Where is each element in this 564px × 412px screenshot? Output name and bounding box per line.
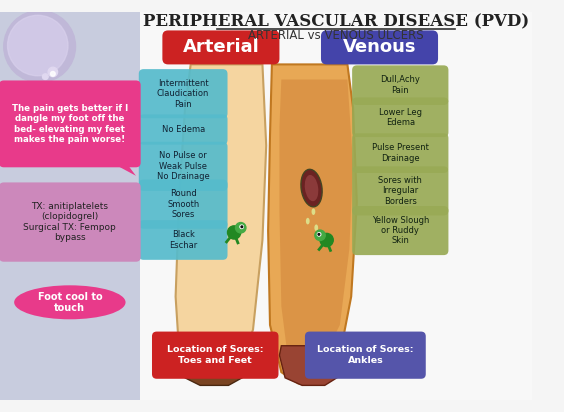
Circle shape [318,233,321,236]
FancyBboxPatch shape [140,12,532,400]
FancyBboxPatch shape [305,332,426,379]
Circle shape [7,15,68,76]
Circle shape [318,234,320,235]
Text: Arterial: Arterial [183,38,259,56]
Circle shape [240,225,244,229]
Text: Intermittent
Claudication
Pain: Intermittent Claudication Pain [157,79,209,109]
Text: Sores with
Irregular
Borders: Sores with Irregular Borders [378,176,422,206]
Text: No Pulse or
Weak Pulse
No Drainage: No Pulse or Weak Pulse No Drainage [157,152,209,181]
Polygon shape [175,64,266,384]
Circle shape [241,226,243,228]
Text: PERIPHERAL VASCULAR DISEASE (PVD): PERIPHERAL VASCULAR DISEASE (PVD) [143,14,529,30]
Text: Pulse Present
Drainage: Pulse Present Drainage [372,143,429,163]
Ellipse shape [301,169,322,207]
Text: Location of Sores:
Ankles: Location of Sores: Ankles [317,346,413,365]
Text: Foot cool to
touch: Foot cool to touch [38,292,102,313]
Text: No Edema: No Edema [161,125,205,134]
Polygon shape [112,161,136,176]
Polygon shape [279,80,353,372]
Polygon shape [279,346,347,385]
Circle shape [4,11,76,82]
FancyBboxPatch shape [352,133,448,173]
Text: ARTERIAL vs VENOUS ULCERS: ARTERIAL vs VENOUS ULCERS [248,29,424,42]
FancyBboxPatch shape [139,142,227,191]
Ellipse shape [314,225,318,231]
Circle shape [315,230,325,241]
Text: TX: anitiplatelets
(clopidogrel)
Surgical TX: Fempop
bypass: TX: anitiplatelets (clopidogrel) Surgica… [24,202,116,242]
FancyBboxPatch shape [139,115,227,145]
FancyBboxPatch shape [0,183,140,262]
FancyBboxPatch shape [139,220,227,260]
Circle shape [51,72,55,76]
Polygon shape [268,64,357,384]
FancyBboxPatch shape [0,12,140,400]
Text: Round
Smooth
Sores: Round Smooth Sores [167,189,199,219]
Ellipse shape [14,286,126,319]
FancyBboxPatch shape [152,332,279,379]
FancyBboxPatch shape [321,30,438,64]
Text: Lower Leg
Edema: Lower Leg Edema [379,108,422,127]
Text: The pain gets better if I
dangle my foot off the
bed- elevating my feet
makes th: The pain gets better if I dangle my foot… [12,104,128,144]
Text: Location of Sores:
Toes and Feet: Location of Sores: Toes and Feet [167,346,263,365]
Circle shape [48,67,58,77]
Circle shape [227,226,241,239]
Polygon shape [181,346,255,385]
Text: Venous: Venous [343,38,416,56]
FancyBboxPatch shape [162,30,279,64]
Text: Dull,Achy
Pain: Dull,Achy Pain [380,75,420,95]
FancyBboxPatch shape [352,98,448,137]
FancyBboxPatch shape [352,206,448,255]
Circle shape [236,222,246,233]
FancyBboxPatch shape [139,69,227,118]
Ellipse shape [305,175,318,201]
Ellipse shape [306,218,310,225]
Text: Black
Eschar: Black Eschar [169,230,197,250]
Ellipse shape [311,208,315,215]
Circle shape [320,233,333,247]
Circle shape [42,74,48,80]
FancyBboxPatch shape [139,180,227,229]
Text: Yellow Slough
or Ruddy
Skin: Yellow Slough or Ruddy Skin [372,215,429,246]
FancyBboxPatch shape [352,166,448,215]
FancyBboxPatch shape [352,66,448,105]
FancyBboxPatch shape [0,80,140,167]
